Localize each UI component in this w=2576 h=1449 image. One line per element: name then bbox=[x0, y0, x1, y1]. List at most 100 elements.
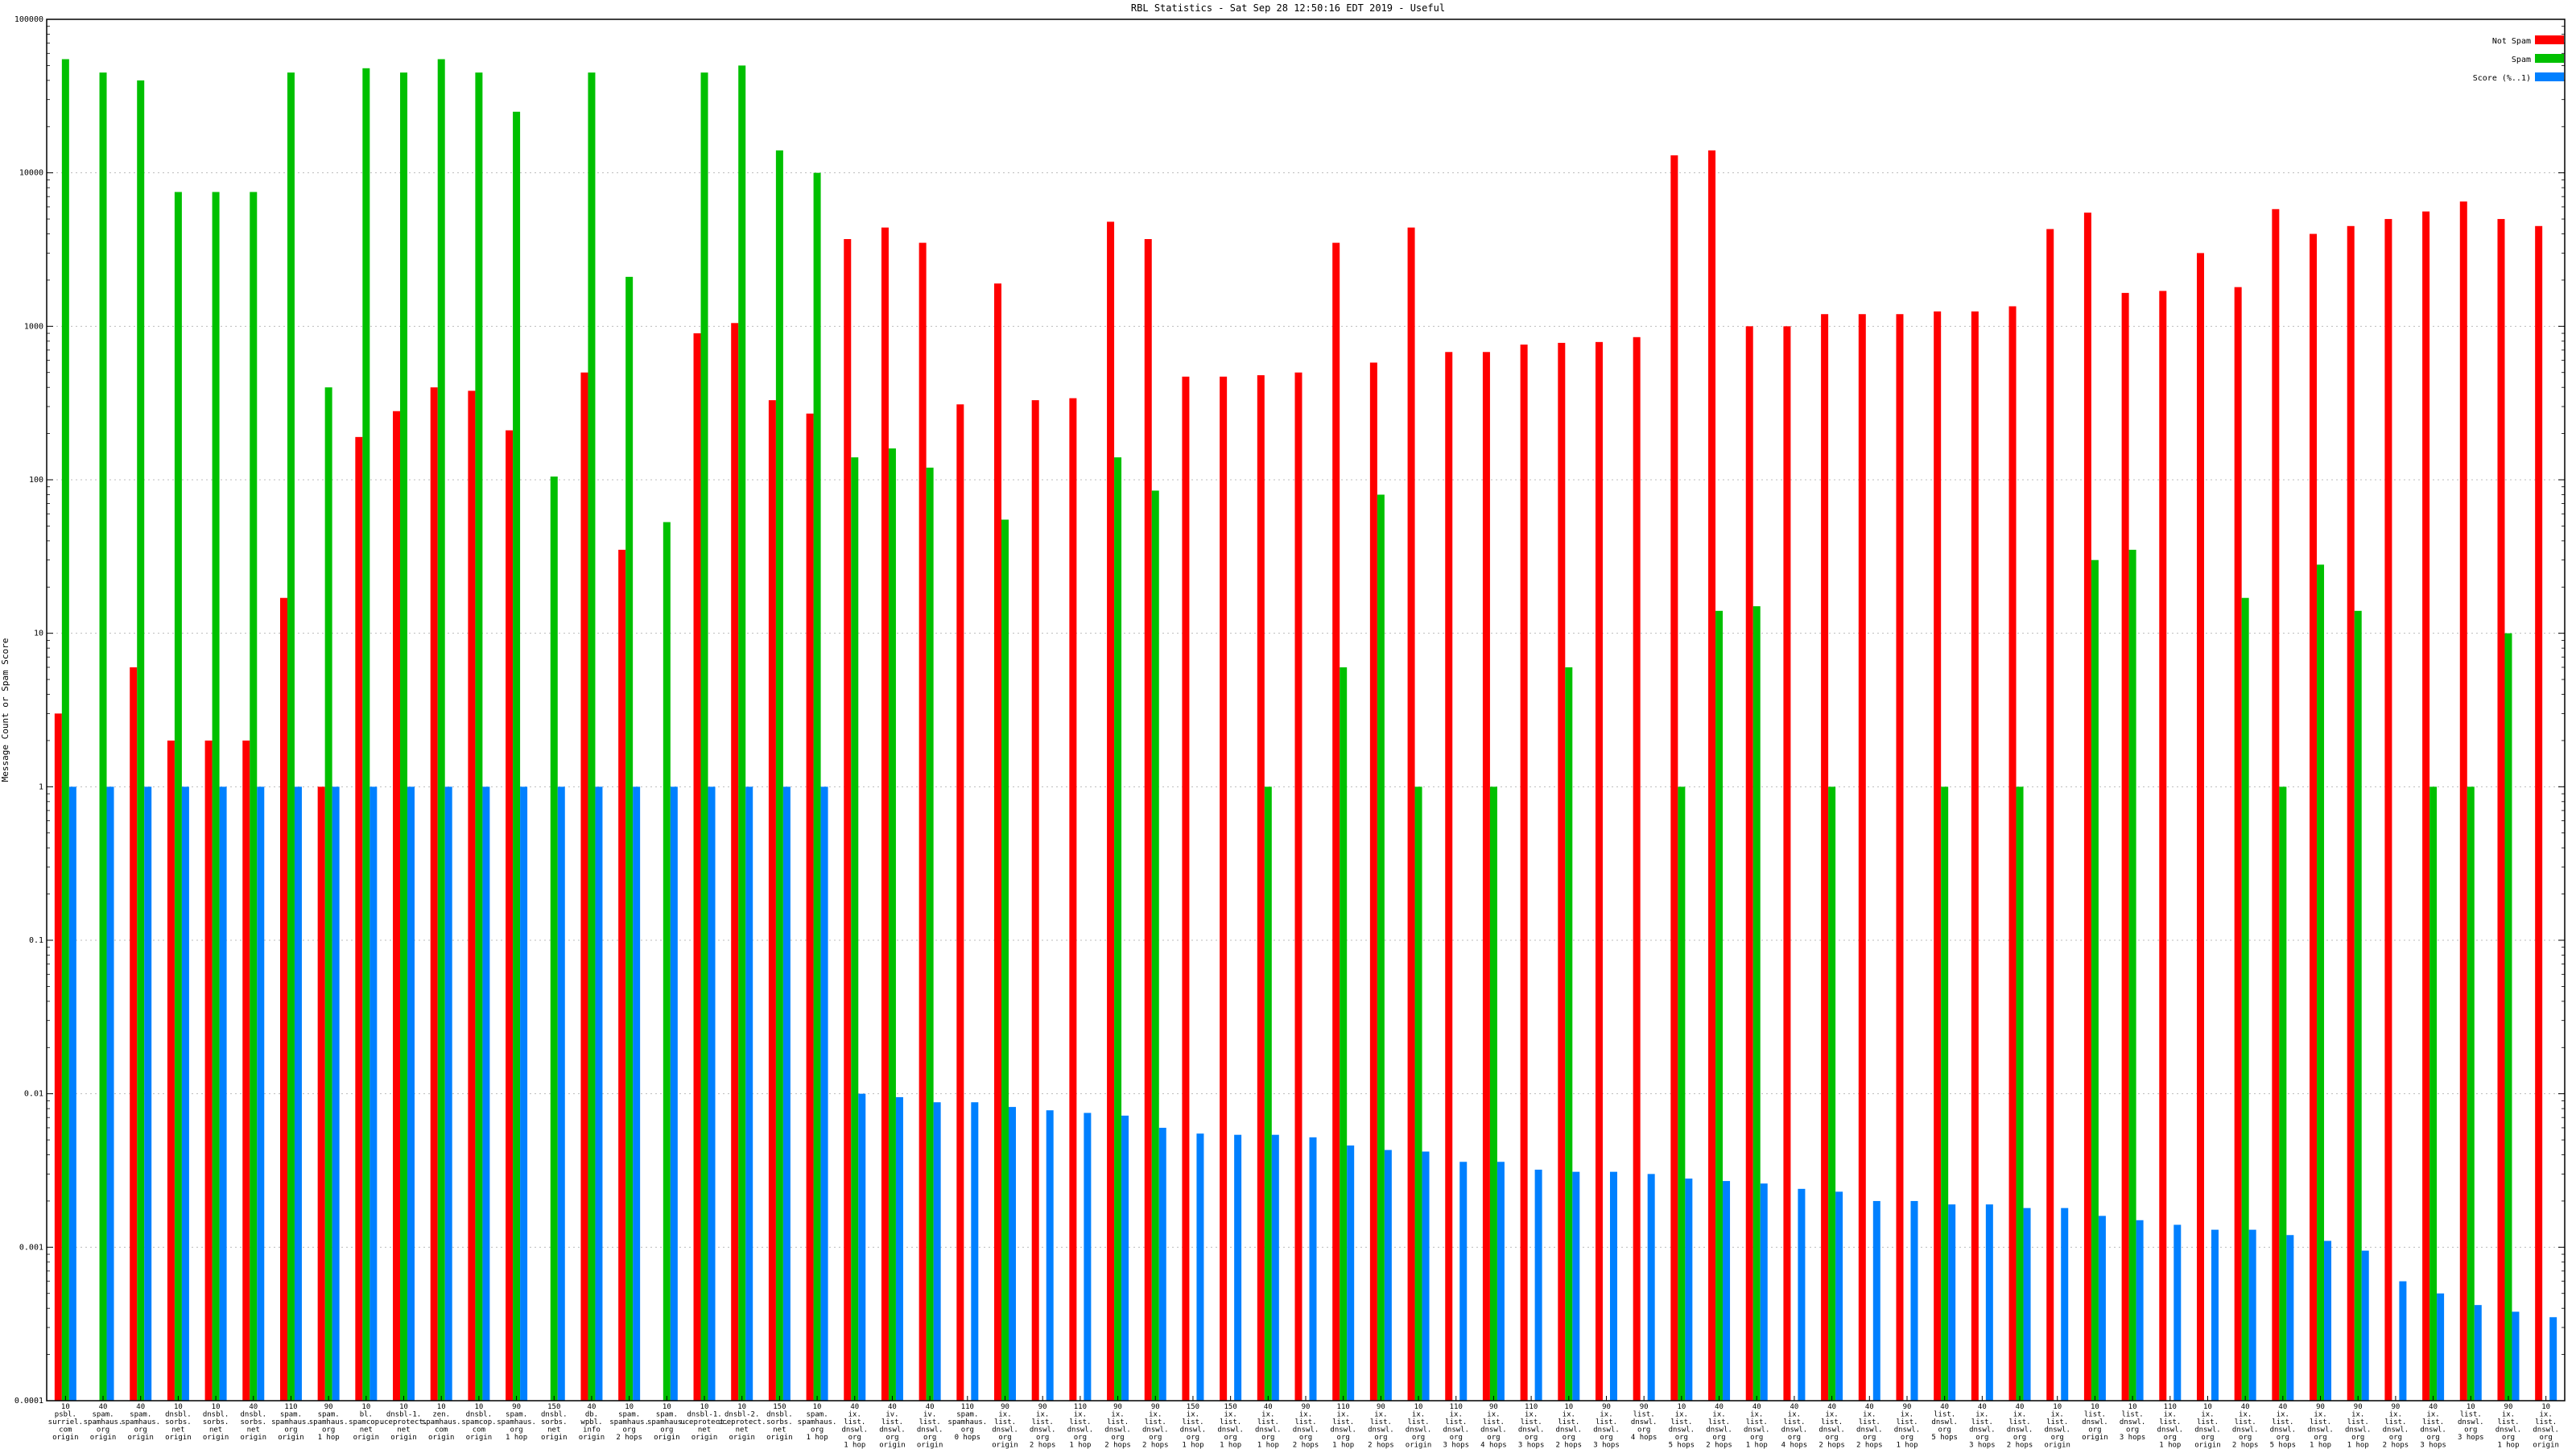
x-tick-label: 90 ix. list. dnswl. org 2 hops bbox=[1293, 1403, 1319, 1449]
bar-spam bbox=[1414, 786, 1422, 1401]
bar-not-spam bbox=[167, 740, 175, 1401]
y-tick-label: 1000 bbox=[24, 322, 43, 331]
bar-not-spam bbox=[2008, 306, 2017, 1401]
bar-spam bbox=[61, 59, 69, 1402]
x-tick-label: 110 spam. spamhaus. org 0 hops bbox=[947, 1403, 987, 1442]
bar-not-spam bbox=[468, 390, 476, 1401]
x-tick-label: 90 ix. list. dnswl. org 4 hops bbox=[1480, 1403, 1507, 1449]
bar-not-spam bbox=[2272, 208, 2280, 1401]
bar-not-spam bbox=[317, 786, 325, 1401]
x-tick-label: 90 ix. list. dnswl. org 1 hop bbox=[2345, 1403, 2372, 1449]
x-tick-label: 90 ix. list. dnswl. org 2 hops bbox=[1030, 1403, 1056, 1449]
bar-not-spam bbox=[994, 283, 1002, 1401]
bar-not-spam bbox=[130, 667, 138, 1401]
bar-spam bbox=[625, 276, 634, 1401]
bar-score bbox=[2437, 1293, 2445, 1401]
bar-score bbox=[1084, 1113, 1092, 1401]
bar-not-spam bbox=[1670, 155, 1678, 1402]
bar-spam bbox=[1941, 786, 1949, 1401]
bar-spam bbox=[775, 150, 783, 1401]
bar-spam bbox=[1114, 457, 1122, 1402]
bar-score bbox=[369, 786, 378, 1401]
bar-spam bbox=[174, 192, 182, 1402]
bar-spam bbox=[2429, 786, 2438, 1401]
bar-score bbox=[1948, 1204, 1956, 1401]
x-tick-label: 40 ix. list. dnswl. org 3 hops bbox=[1969, 1403, 1996, 1449]
x-tick-label: 10 dnsbl. sorbs. net origin bbox=[165, 1403, 192, 1442]
bar-spam bbox=[437, 59, 445, 1402]
bar-score bbox=[820, 786, 828, 1401]
bar-not-spam bbox=[618, 549, 626, 1401]
legend-swatch bbox=[2535, 54, 2564, 63]
x-tick-label: 110 ix. list. dnswl. org 1 hop bbox=[1330, 1403, 1356, 1449]
legend-swatch bbox=[2535, 35, 2564, 44]
bar-score bbox=[2361, 1250, 2369, 1401]
x-tick-label: 40 ix. list. dnswl. org 3 hops bbox=[2420, 1403, 2446, 1449]
x-tick-label: 110 spam. spamhaus. org origin bbox=[271, 1403, 311, 1442]
bar-spam bbox=[813, 172, 821, 1402]
bar-not-spam bbox=[1031, 400, 1039, 1401]
bar-spam bbox=[1001, 519, 1009, 1401]
bar-not-spam bbox=[806, 413, 814, 1401]
y-tick-label: 100000 bbox=[14, 15, 43, 24]
bar-not-spam bbox=[1520, 345, 1528, 1401]
bar-score bbox=[1009, 1107, 1017, 1401]
bar-spam bbox=[1565, 667, 1573, 1401]
bar-spam bbox=[1489, 786, 1497, 1401]
legend-swatch bbox=[2535, 72, 2564, 81]
bar-score bbox=[2248, 1229, 2256, 1401]
x-tick-label: 40 ix. list. dnswl. org 2 hops bbox=[2007, 1403, 2033, 1449]
bar-not-spam bbox=[919, 242, 927, 1402]
bar-not-spam bbox=[1069, 398, 1077, 1401]
x-tick-label: 10 list. dnswl. org 3 hops bbox=[2458, 1403, 2484, 1442]
x-tick-label: 110 ix. list. dnswl. org 1 hop bbox=[2157, 1403, 2184, 1449]
bar-score bbox=[1347, 1145, 1355, 1401]
bar-score bbox=[2098, 1216, 2106, 1401]
bar-not-spam bbox=[2196, 253, 2204, 1402]
bar-not-spam bbox=[2046, 229, 2054, 1401]
bar-score bbox=[1234, 1134, 1242, 1401]
bar-not-spam bbox=[2234, 287, 2242, 1401]
x-tick-label: 90 ix. list. dnswl. org 1 hop bbox=[1894, 1403, 1921, 1449]
x-tick-label: 90 ix. list. dnswl. org 1 hop bbox=[2307, 1403, 2334, 1449]
bar-not-spam bbox=[1257, 375, 1265, 1402]
bar-score bbox=[1271, 1134, 1279, 1401]
bar-score bbox=[1760, 1183, 1768, 1401]
x-tick-label: 90 ix. list. dnswl. org 2 hops bbox=[2383, 1403, 2409, 1449]
x-tick-label: 10 psbl. surriel. com origin bbox=[48, 1403, 83, 1442]
bar-not-spam bbox=[2083, 213, 2091, 1401]
bar-score bbox=[895, 1096, 903, 1401]
bar-not-spam bbox=[731, 323, 739, 1402]
bar-score bbox=[2474, 1305, 2482, 1401]
bar-score bbox=[933, 1102, 941, 1401]
x-tick-label: 110 ix. list. dnswl. org 1 hop bbox=[1067, 1403, 1094, 1449]
x-tick-label: 90 ix. list. dnswl. org 2 hops bbox=[1142, 1403, 1169, 1449]
x-tick-label: 90 ix. list. dnswl. org origin bbox=[992, 1403, 1018, 1449]
bar-score bbox=[1835, 1191, 1843, 1401]
bar-not-spam bbox=[2121, 292, 2129, 1401]
bar-not-spam bbox=[279, 597, 287, 1401]
bar-score bbox=[858, 1093, 866, 1401]
bar-spam bbox=[926, 467, 934, 1401]
bar-score bbox=[2174, 1224, 2182, 1401]
bar-score bbox=[1196, 1133, 1204, 1401]
x-tick-label: 10 ix. list. dnswl. org 5 hops bbox=[1669, 1403, 1695, 1449]
bar-spam bbox=[851, 457, 859, 1402]
x-tick-label: 40 iv. list. dnswl. org origin bbox=[879, 1403, 906, 1449]
bar-spam bbox=[2091, 559, 2099, 1401]
x-tick-label: 90 ix. list. dnswl. org 2 hops bbox=[1368, 1403, 1394, 1449]
x-tick-label: 40 ix. list. dnswl. org 2 hops bbox=[1706, 1403, 1732, 1449]
bar-spam bbox=[2467, 786, 2475, 1401]
x-tick-label: 90 list. dnswl. org 4 hops bbox=[1631, 1403, 1657, 1442]
bar-spam bbox=[550, 476, 558, 1401]
bar-score bbox=[444, 786, 452, 1401]
bar-score bbox=[219, 786, 227, 1401]
legend-label: Score (%..1) bbox=[2473, 74, 2531, 83]
bar-score bbox=[595, 786, 603, 1401]
bar-spam bbox=[1264, 786, 1272, 1401]
bar-score bbox=[1609, 1171, 1617, 1401]
bar-score bbox=[1384, 1150, 1392, 1401]
x-tick-label: 40 dnsbl. sorbs. net origin bbox=[241, 1403, 267, 1442]
